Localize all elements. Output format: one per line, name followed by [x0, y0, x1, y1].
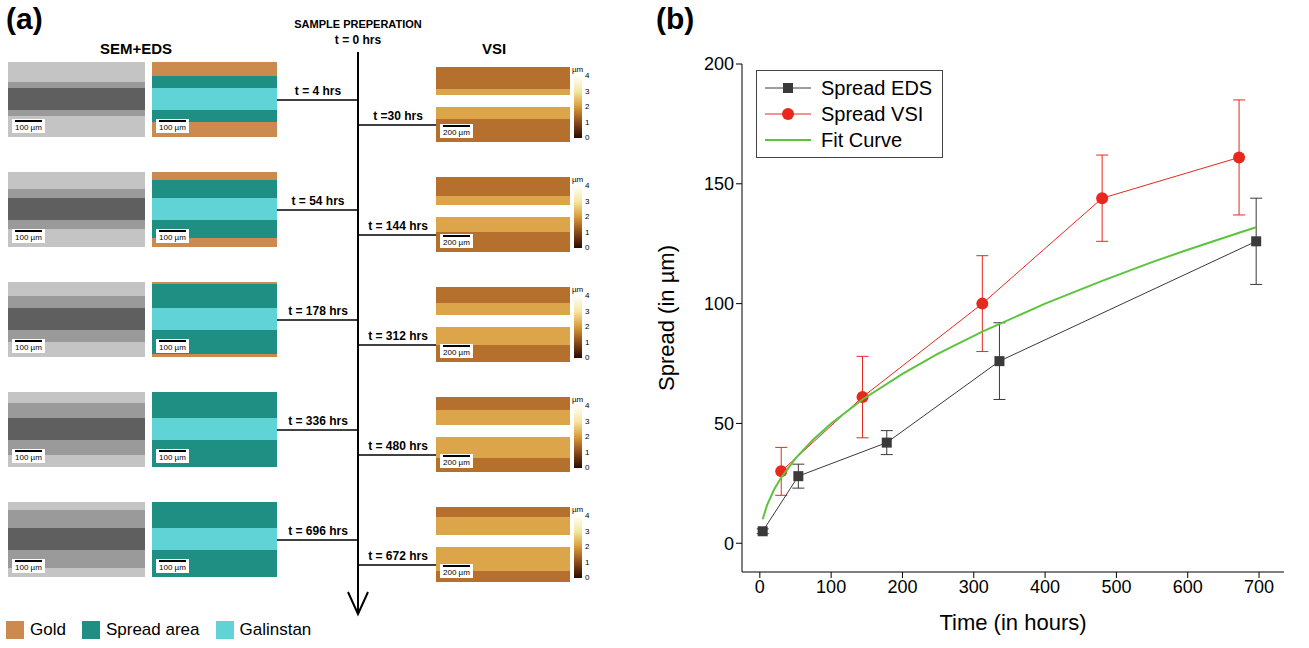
html-text:µm: µm	[572, 395, 584, 404]
html-text:µm: µm	[572, 65, 584, 74]
svg-text:Time (in hours): Time (in hours)	[939, 610, 1086, 635]
html-text:0: 0	[585, 243, 590, 252]
html-text:µm: µm	[572, 175, 584, 184]
svg-text:700: 700	[1244, 577, 1274, 597]
html-text:t = 54 hrs: t = 54 hrs	[291, 194, 345, 208]
html-text:SEM+EDS: SEM+EDS	[100, 40, 173, 57]
html-text:t =30 hrs: t =30 hrs	[373, 109, 423, 123]
html-text:200 µm: 200 µm	[443, 458, 470, 467]
html-text:Fit Curve: Fit Curve	[821, 128, 903, 151]
html-text:t = 4 hrs: t = 4 hrs	[294, 84, 342, 98]
svg-text:50: 50	[714, 414, 734, 434]
html-text:200 µm: 200 µm	[443, 238, 470, 247]
html-text:3: 3	[585, 416, 590, 426]
html-text:3: 3	[585, 526, 590, 536]
html-text:t = 178 hrs: t = 178 hrs	[288, 304, 348, 318]
svg-text:500: 500	[1101, 577, 1131, 597]
html-text:4: 4	[585, 71, 590, 80]
svg-text:300: 300	[959, 577, 989, 597]
html-text:1: 1	[585, 337, 590, 347]
html-text:100 µm: 100 µm	[159, 453, 186, 462]
html-text:Spread VSI: Spread VSI	[821, 102, 924, 125]
html-text:100 µm: 100 µm	[159, 563, 186, 572]
html-text:4: 4	[585, 181, 590, 190]
html-text:4: 4	[585, 401, 590, 410]
html-text:4: 4	[585, 291, 590, 300]
html-text:0: 0	[585, 573, 590, 582]
html-text:0: 0	[585, 133, 590, 142]
html-text:µm: µm	[572, 285, 584, 294]
html-text:Spread area: Spread area	[105, 620, 200, 639]
svg-text:100: 100	[816, 577, 846, 597]
html-text:µm: µm	[572, 505, 584, 514]
html-text:t = 672 hrs: t = 672 hrs	[368, 549, 428, 563]
svg-text:0: 0	[755, 577, 765, 597]
html-text:1: 1	[585, 557, 590, 567]
html-text:100 µm: 100 µm	[15, 123, 42, 132]
html-text:100 µm: 100 µm	[159, 343, 186, 352]
svg-text:150: 150	[704, 174, 734, 194]
html-text:Gold: Gold	[30, 620, 66, 639]
html-text:t = 480 hrs: t = 480 hrs	[368, 439, 428, 453]
svg-text:100: 100	[704, 294, 734, 314]
html-text:2: 2	[585, 212, 590, 221]
html-text:Spread EDS: Spread EDS	[821, 76, 933, 99]
html-text:2: 2	[585, 102, 590, 111]
html-text:t = 144 hrs: t = 144 hrs	[368, 219, 428, 233]
html-text:2: 2	[585, 542, 590, 551]
html-text:(b): (b)	[656, 2, 695, 35]
html-text:4: 4	[585, 511, 590, 520]
html-text:1: 1	[585, 227, 590, 237]
svg-text:200: 200	[887, 577, 917, 597]
html-text:VSI: VSI	[482, 40, 507, 57]
html-text:(a): (a)	[6, 2, 43, 35]
html-text:2: 2	[585, 432, 590, 441]
html-text:1: 1	[585, 117, 590, 127]
html-text:100 µm: 100 µm	[15, 453, 42, 462]
svg-text:400: 400	[1030, 577, 1060, 597]
html-text:200 µm: 200 µm	[443, 128, 470, 137]
svg-text:600: 600	[1173, 577, 1203, 597]
html-text:100 µm: 100 µm	[159, 123, 186, 132]
html-text:t = 312 hrs: t = 312 hrs	[368, 329, 428, 343]
svg-text:0: 0	[724, 534, 734, 554]
html-text:3: 3	[585, 306, 590, 316]
html-text:200 µm: 200 µm	[443, 568, 470, 577]
html-text:t = 0 hrs: t = 0 hrs	[334, 33, 382, 47]
html-text:100 µm: 100 µm	[159, 233, 186, 242]
html-text:100 µm: 100 µm	[15, 233, 42, 242]
html-text:2: 2	[585, 322, 590, 331]
html-text:0: 0	[585, 463, 590, 472]
html-text:100 µm: 100 µm	[15, 343, 42, 352]
html-text:1: 1	[585, 447, 590, 457]
html-text:3: 3	[585, 196, 590, 206]
html-text:t = 696 hrs: t = 696 hrs	[288, 524, 348, 538]
html-text:200 µm: 200 µm	[443, 348, 470, 357]
html-text:0: 0	[585, 353, 590, 362]
html-text:100 µm: 100 µm	[15, 563, 42, 572]
svg-text:200: 200	[704, 54, 734, 74]
svg-text:Spread (in µm): Spread (in µm)	[654, 245, 679, 391]
html-text:SAMPLE PREPERATION: SAMPLE PREPERATION	[294, 18, 422, 30]
html-text:Galinstan: Galinstan	[239, 620, 312, 639]
html-text:t = 336 hrs: t = 336 hrs	[288, 414, 348, 428]
html-text:3: 3	[585, 86, 590, 96]
